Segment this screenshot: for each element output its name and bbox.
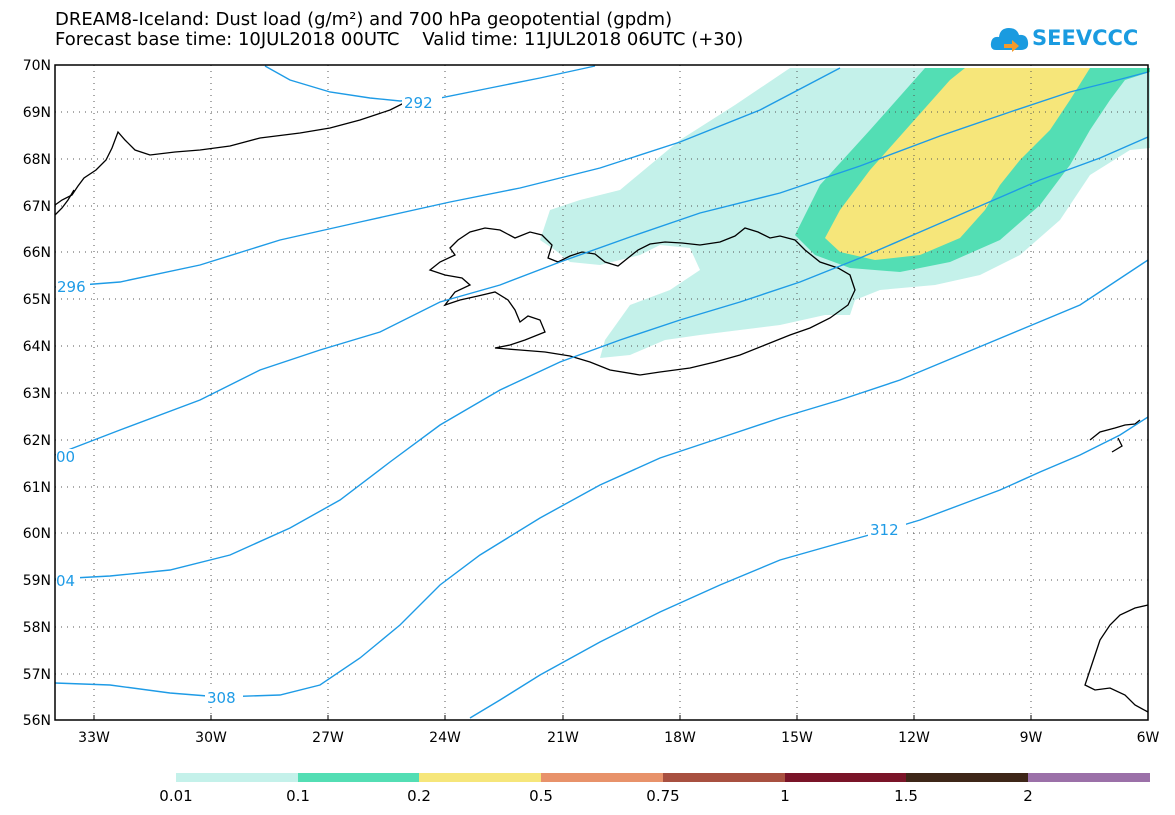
colorbar-swatch-5 <box>663 773 785 782</box>
colorbar-swatch-1 <box>176 773 298 782</box>
lat-label-66n: 66N <box>23 245 51 261</box>
contour-label-296: 296 <box>57 278 86 296</box>
logo-text: SEEVCCC <box>1032 26 1139 50</box>
cloud-logo-icon <box>990 28 1029 52</box>
colorbar-label-2: 0.1 <box>286 787 310 805</box>
lon-label-9w: 9W <box>1020 730 1043 746</box>
iceland-coast <box>428 227 856 376</box>
colorbar: 0.01 0.1 0.2 0.5 0.75 1 1.5 2 <box>159 773 1150 805</box>
tick-marks <box>93 715 1032 720</box>
greenland-coast <box>54 94 419 206</box>
lat-label-67n: 67N <box>23 199 51 215</box>
scotland-coast <box>1084 604 1149 713</box>
contour-304 <box>54 136 1149 580</box>
contour-300 <box>54 71 1149 456</box>
contour-label-308: 308 <box>207 689 236 707</box>
lon-label-6w: 6W <box>1137 730 1160 746</box>
geopotential-contours <box>54 65 1149 719</box>
lat-label-60n: 60N <box>23 526 51 542</box>
lat-label-68n: 68N <box>23 152 51 168</box>
lon-label-30w: 30W <box>195 730 227 746</box>
lat-label-70n: 70N <box>23 58 51 74</box>
map-title: DREAM8-Iceland: Dust load (g/m²) and 700… <box>55 9 673 30</box>
lat-label-69n: 69N <box>23 105 51 121</box>
colorbar-label-8: 2 <box>1023 787 1033 805</box>
contour-label-292: 292 <box>404 94 433 112</box>
contour-312 <box>469 416 1149 719</box>
colorbar-label-6: 1 <box>780 787 790 805</box>
lon-label-15w: 15W <box>781 730 813 746</box>
colorbar-swatch-7 <box>906 773 1028 782</box>
longitude-labels: 33W 30W 27W 24W 21W 18W 15W 12W 9W 6W <box>78 730 1159 746</box>
coastlines <box>54 94 1149 713</box>
graticule <box>55 65 1148 720</box>
latitude-labels: 70N 69N 68N 67N 66N 65N 64N 63N 62N 61N … <box>23 58 51 729</box>
contour-292-a <box>264 65 596 102</box>
contour-296 <box>54 67 841 288</box>
colorbar-label-4: 0.5 <box>529 787 553 805</box>
lat-label-56n: 56N <box>23 713 51 729</box>
lat-label-58n: 58N <box>23 620 51 636</box>
dust-region-02 <box>825 68 1090 260</box>
colorbar-swatch-8 <box>1028 773 1150 782</box>
norway-coast <box>1089 419 1141 453</box>
colorbar-swatch-3 <box>419 773 541 782</box>
lat-label-65n: 65N <box>23 292 51 308</box>
lon-label-21w: 21W <box>547 730 579 746</box>
map-subtitle: Forecast base time: 10JUL2018 00UTC Vali… <box>55 29 744 50</box>
lon-label-18w: 18W <box>664 730 696 746</box>
contour-label-300: 00 <box>56 448 75 466</box>
lat-label-57n: 57N <box>23 667 51 683</box>
lon-label-24w: 24W <box>429 730 461 746</box>
lat-label-63n: 63N <box>23 386 51 402</box>
colorbar-swatch-6 <box>785 773 906 782</box>
lon-label-33w: 33W <box>78 730 110 746</box>
colorbar-label-7: 1.5 <box>894 787 918 805</box>
colorbar-swatch-2 <box>298 773 419 782</box>
lon-label-27w: 27W <box>312 730 344 746</box>
colorbar-swatch-4 <box>541 773 663 782</box>
contour-308 <box>54 259 1149 698</box>
greenland-coast-west <box>54 189 75 216</box>
contour-label-304: 04 <box>56 572 75 590</box>
colorbar-label-3: 0.2 <box>407 787 431 805</box>
map-frame <box>54 64 1149 721</box>
dust-load-shading <box>540 68 1150 358</box>
lat-label-59n: 59N <box>23 573 51 589</box>
colorbar-label-5: 0.75 <box>646 787 679 805</box>
contour-label-312: 312 <box>870 521 899 539</box>
lat-label-61n: 61N <box>23 480 51 496</box>
lon-label-12w: 12W <box>898 730 930 746</box>
colorbar-label-1: 0.01 <box>159 787 192 805</box>
seevccc-logo: SEEVCCC <box>990 20 1138 60</box>
lat-label-64n: 64N <box>23 339 51 355</box>
lat-label-62n: 62N <box>23 433 51 449</box>
